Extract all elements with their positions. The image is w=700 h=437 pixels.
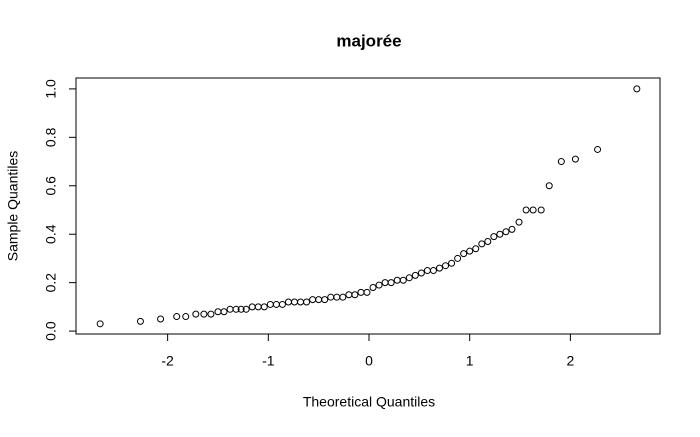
- y-tick-label: 1.0: [43, 79, 59, 99]
- point: [192, 310, 200, 318]
- point: [351, 291, 359, 299]
- point: [278, 300, 286, 308]
- point: [442, 262, 450, 270]
- y-tick-label: 0.6: [43, 176, 59, 196]
- x-tick-label: -1: [262, 353, 275, 369]
- point: [522, 206, 530, 214]
- y-tick-label: 0.8: [43, 127, 59, 147]
- point: [484, 237, 492, 245]
- point: [321, 296, 329, 304]
- point: [502, 228, 510, 236]
- point: [571, 155, 579, 163]
- x-tick-label: 0: [365, 353, 373, 369]
- point: [545, 182, 553, 190]
- point: [429, 267, 437, 275]
- point: [460, 250, 468, 258]
- point: [173, 313, 181, 321]
- point: [260, 303, 268, 311]
- point: [537, 206, 545, 214]
- point: [339, 293, 347, 301]
- x-axis-label: Theoretical Quantiles: [303, 394, 435, 410]
- point: [529, 206, 537, 214]
- point: [448, 259, 456, 267]
- point: [182, 313, 190, 321]
- point: [96, 320, 104, 328]
- x-tick-label: 1: [466, 353, 474, 369]
- point: [200, 310, 208, 318]
- point: [466, 247, 474, 255]
- point: [157, 315, 165, 323]
- point: [454, 254, 462, 262]
- point: [375, 281, 383, 289]
- point: [417, 269, 425, 277]
- x-tick-label: 2: [566, 353, 574, 369]
- point: [363, 288, 371, 296]
- point: [478, 240, 486, 248]
- point: [557, 158, 565, 166]
- y-tick-label: 0.4: [43, 224, 59, 244]
- point: [472, 245, 480, 253]
- point: [594, 145, 602, 153]
- point: [508, 225, 516, 233]
- point: [496, 230, 504, 238]
- point: [237, 305, 245, 313]
- y-axis-label: Sample Quantiles: [5, 151, 21, 262]
- y-tick-label: 0.2: [43, 273, 59, 293]
- point: [207, 310, 215, 318]
- point: [136, 317, 144, 325]
- point: [242, 305, 250, 313]
- point: [411, 271, 419, 279]
- point: [387, 279, 395, 287]
- point: [405, 274, 413, 282]
- point: [369, 283, 377, 291]
- point: [490, 233, 498, 241]
- point: [220, 308, 228, 316]
- point: [435, 264, 443, 272]
- point: [399, 276, 407, 284]
- y-tick-label: 0.0: [43, 321, 59, 341]
- x-tick-label: -2: [161, 353, 174, 369]
- point: [515, 218, 523, 226]
- point: [303, 298, 311, 306]
- chart-title: majorée: [336, 31, 401, 50]
- point: [633, 85, 641, 93]
- point: [232, 305, 240, 313]
